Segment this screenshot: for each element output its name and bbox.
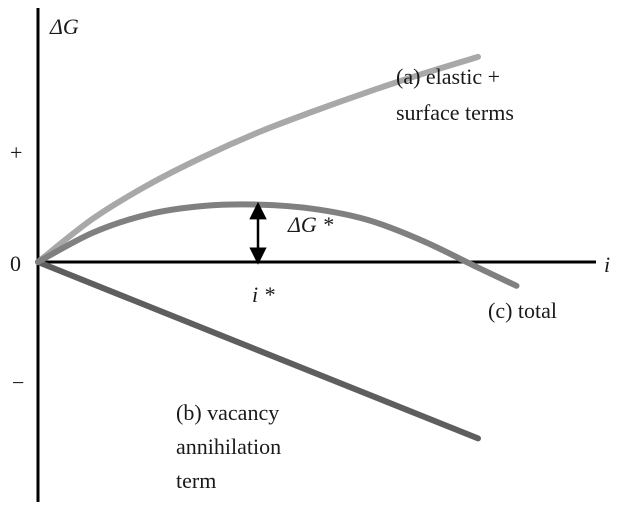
y-tick-zero: 0 [10,251,21,276]
series-label-a-line1: (a) elastic + [396,64,500,89]
series-line-total [35,201,520,289]
series-label-b-line3: term [176,468,216,493]
delta-g-star-label: ΔG * [287,212,333,237]
x-axis-label: i [604,252,610,277]
y-tick-plus: + [10,140,22,165]
series-label-b-line2: annihilation [176,434,281,459]
series-label-c: (c) total [488,298,557,323]
series-label-b-line1: (b) vacancy [176,400,279,425]
y-axis-label: ΔG [49,14,79,39]
y-tick-minus: − [12,370,24,395]
series-label-a-line2: surface terms [396,100,514,125]
series-line-vacancy-annihilation [35,259,481,442]
i-star-label: i * [252,282,275,307]
series-line-elastic-surface [35,53,481,265]
